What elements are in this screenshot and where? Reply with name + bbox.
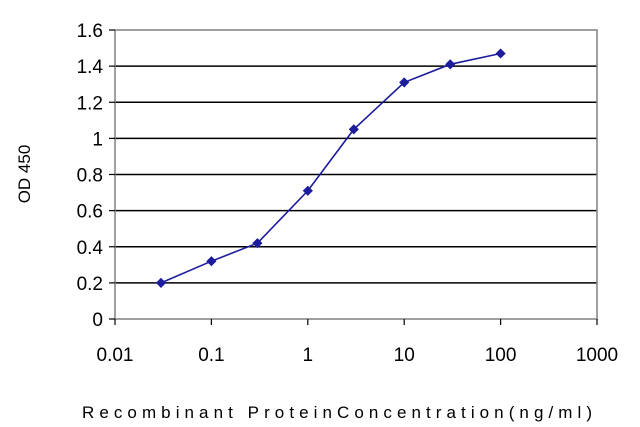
data-markers xyxy=(155,48,506,288)
x-tick-label: 10 xyxy=(394,345,415,366)
x-axis-ticks xyxy=(114,319,598,325)
data-point xyxy=(399,77,410,88)
x-tick-label: 100 xyxy=(485,345,517,366)
y-axis-ticks xyxy=(109,29,115,320)
data-point xyxy=(302,185,313,196)
y-tick-labels: 0 0.2 0.4 0.6 0.8 1 1.2 1.4 1.6 xyxy=(77,21,104,331)
grid-lines xyxy=(115,65,597,284)
x-axis-title: Recombinant ProteinConcentration(ng/ml) xyxy=(82,403,592,422)
y-tick-label: 1.2 xyxy=(77,93,103,114)
y-axis-title: OD 450 xyxy=(15,145,34,204)
y-tick-label: 1.6 xyxy=(77,21,103,42)
data-point xyxy=(495,48,506,59)
x-tick-labels: 0.01 0.1 1 10 100 1000 xyxy=(97,345,619,366)
y-tick-label: 1.4 xyxy=(77,57,104,78)
data-point xyxy=(155,277,167,288)
x-tick-label: 1 xyxy=(303,345,314,366)
series-line xyxy=(160,52,501,284)
data-point xyxy=(252,238,263,249)
data-point xyxy=(445,59,456,70)
y-tick-label: 0 xyxy=(92,310,103,331)
x-tick-label: 1000 xyxy=(576,345,618,366)
y-tick-label: 0.8 xyxy=(77,166,103,187)
y-tick-label: 1 xyxy=(92,129,103,150)
x-tick-label: 0.1 xyxy=(198,345,224,366)
y-tick-label: 0.4 xyxy=(77,238,104,259)
data-point xyxy=(348,124,359,135)
x-tick-label: 0.01 xyxy=(97,345,134,366)
data-point xyxy=(206,256,217,267)
y-tick-label: 0.2 xyxy=(77,274,103,295)
y-tick-label: 0.6 xyxy=(77,202,103,223)
